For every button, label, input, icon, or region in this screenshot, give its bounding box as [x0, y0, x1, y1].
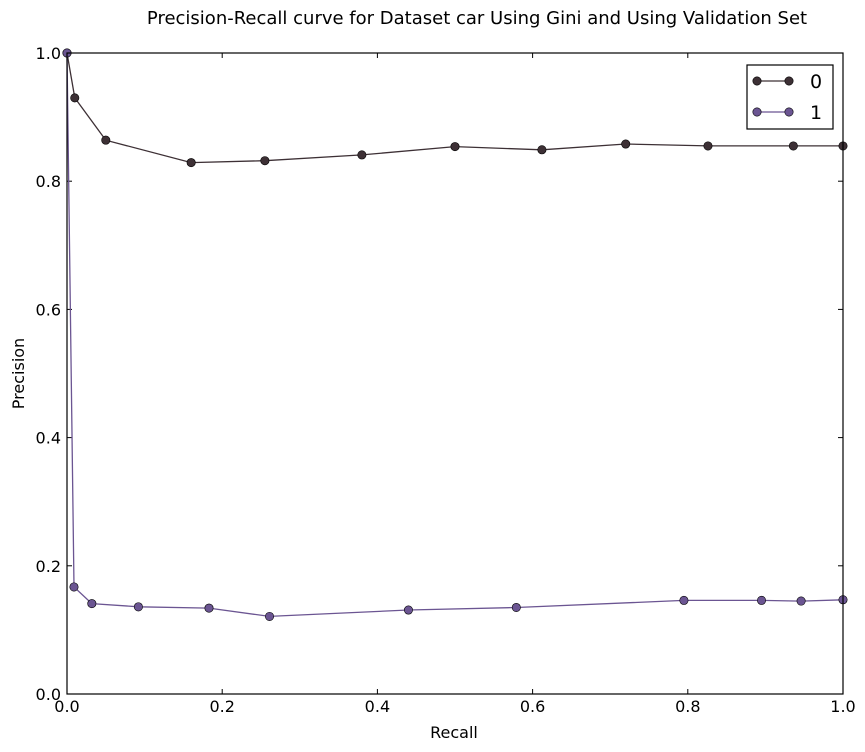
- series-line-0: [66, 52, 843, 164]
- legend-label-0: 0: [810, 71, 822, 93]
- data-point-series-1: [133, 602, 143, 612]
- data-point-series-0: [621, 139, 631, 149]
- y-tick-label: 0.8: [36, 172, 61, 191]
- data-point-series-0: [101, 135, 111, 145]
- data-point-series-1: [69, 582, 79, 592]
- series-line-1: [66, 52, 844, 618]
- data-point-series-1: [757, 595, 767, 605]
- y-tick-label: 0.4: [36, 429, 61, 448]
- x-axis-label: Recall: [430, 723, 478, 742]
- legend-marker-left-0: [752, 76, 762, 86]
- y-tick-label: 0.0: [36, 685, 61, 704]
- data-point-series-0: [260, 156, 270, 166]
- legend-label-1: 1: [810, 102, 822, 124]
- legend-marker-right-0: [784, 76, 794, 86]
- data-point-series-1: [679, 595, 689, 605]
- y-tick-label: 0.6: [36, 300, 61, 319]
- data-point-series-0: [70, 93, 80, 103]
- data-point-series-1: [204, 603, 214, 613]
- legend-box: [746, 64, 834, 130]
- y-tick-label: 0.2: [36, 557, 61, 576]
- data-point-series-0: [450, 142, 460, 152]
- data-point-series-0: [788, 141, 798, 151]
- data-point-series-1: [796, 596, 806, 606]
- data-point-series-1: [87, 599, 97, 609]
- data-point-series-0: [357, 150, 367, 160]
- y-axis-label: Precision: [9, 338, 28, 409]
- x-tick-label: 0.0: [54, 697, 79, 716]
- legend-marker-right-1: [784, 107, 794, 117]
- x-tick-label: 0.6: [520, 697, 545, 716]
- data-point-series-0: [537, 145, 547, 155]
- plot-frame: [66, 52, 844, 695]
- data-point-series-1: [265, 611, 275, 621]
- legend-marker-left-1: [752, 107, 762, 117]
- x-tick-label: 1.0: [830, 697, 855, 716]
- data-point-series-0: [703, 141, 713, 151]
- data-point-series-0: [186, 158, 196, 168]
- data-point-series-1: [403, 605, 413, 615]
- x-tick-label: 0.8: [675, 697, 700, 716]
- x-tick-label: 0.2: [209, 697, 234, 716]
- x-tick-label: 0.4: [365, 697, 390, 716]
- data-point-series-1: [511, 602, 521, 612]
- chart-title: Precision-Recall curve for Dataset car U…: [147, 8, 807, 29]
- y-tick-label: 1.0: [36, 44, 61, 63]
